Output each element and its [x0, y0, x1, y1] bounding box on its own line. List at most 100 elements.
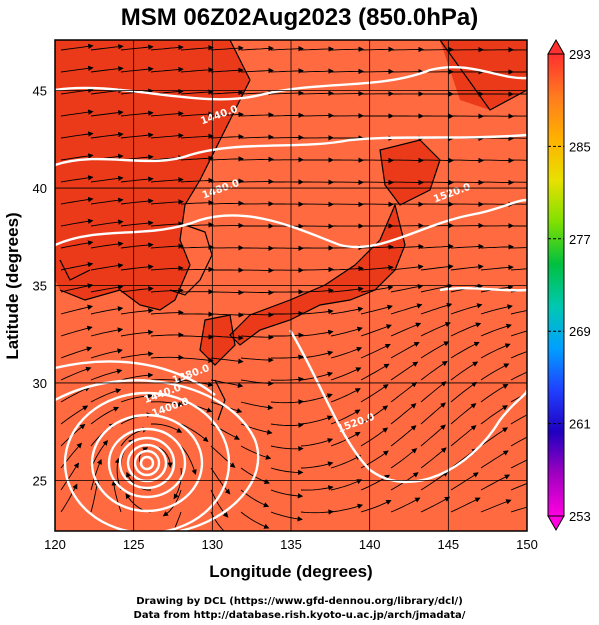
wind-streamline [390, 403, 417, 425]
wind-streamline [330, 326, 363, 337]
wind-streamline [210, 89, 244, 96]
wind-streamline [300, 485, 334, 491]
wind-streamline [240, 334, 274, 340]
wind-streamline [300, 371, 334, 381]
y-axis-title: Latitude (degrees) [3, 212, 22, 359]
wind-streamline [210, 511, 225, 531]
wind-streamline [210, 45, 244, 51]
wind-streamline [510, 268, 527, 271]
wind-streamline [480, 383, 509, 403]
wind-streamline [270, 467, 304, 476]
wind-streamline [330, 503, 364, 513]
wind-streamline [120, 176, 154, 183]
wind-streamline [60, 109, 94, 117]
wind-streamline [330, 431, 361, 447]
wind-streamline [173, 467, 182, 500]
wind-streamline [60, 366, 92, 381]
wind-streamline [150, 265, 184, 271]
wind-streamline [180, 111, 214, 117]
wind-streamline [420, 222, 454, 229]
colorbar-scale [547, 53, 565, 517]
wind-streamline [360, 304, 393, 315]
wind-streamline [90, 284, 124, 293]
wind-streamline [90, 44, 124, 51]
wind-streamline [480, 304, 513, 315]
wind-streamline [390, 425, 417, 447]
wind-streamline [180, 89, 214, 95]
wind-streamline [270, 445, 304, 452]
wind-streamline [60, 240, 94, 249]
x-tick-label: 120 [44, 537, 66, 552]
wind-streamline [390, 264, 424, 271]
land-masses [55, 40, 527, 365]
wind-streamline [240, 67, 274, 74]
wind-streamline [450, 243, 484, 250]
drawing-credit: Drawing by DCL (https://www.gfd-dennou.o… [136, 596, 463, 607]
wind-streamline [480, 179, 514, 186]
colorbar-tick-label: 277 [569, 232, 591, 247]
streamlines [60, 43, 527, 531]
wind-streamline [271, 332, 304, 338]
wind-streamline [90, 388, 122, 403]
wind-streamline [480, 427, 509, 447]
wind-streamline [390, 322, 422, 337]
wind-streamline [510, 459, 527, 469]
wind-streamline [181, 334, 214, 340]
wind-streamline [270, 46, 304, 52]
wind-streamline [60, 261, 94, 271]
wind-streamline [450, 381, 478, 403]
wind-streamline [60, 483, 78, 513]
wind-streamline [360, 179, 394, 186]
wind-streamline [60, 196, 94, 205]
wind-streamline [480, 474, 511, 491]
wind-streamline [90, 262, 124, 271]
wind-streamline [60, 325, 93, 337]
wind-streamline [450, 264, 484, 271]
wind-streamline [510, 247, 527, 249]
wind-streamline [120, 351, 154, 359]
wind-streamline [270, 354, 304, 360]
wind-streamline [510, 159, 527, 161]
wind-streamline [90, 219, 124, 227]
wind-streamline [270, 112, 304, 119]
wind-streamline [151, 423, 183, 433]
colorbar-tick-label: 269 [569, 324, 591, 339]
wind-streamline [60, 131, 94, 139]
wind-streamline [240, 112, 274, 118]
wind-streamline [150, 287, 184, 294]
wind-streamline [300, 46, 334, 52]
page-title: MSM 06Z02Aug2023 (850.0hPa) [120, 4, 479, 31]
height-contours [55, 66, 527, 531]
wind-streamline [330, 306, 364, 315]
axis-ticks: 120 125 130 135 140 145 150 25 30 35 40 45 [33, 84, 538, 552]
wind-streamline [330, 90, 364, 97]
wind-streamline [330, 46, 364, 52]
wind-streamline [450, 322, 482, 337]
wind-streamline [210, 156, 244, 162]
x-axis-title: Longitude (degrees) [209, 562, 372, 581]
wind-streamline [150, 132, 184, 139]
wind-streamline [120, 242, 154, 249]
wind-streamline [300, 393, 333, 403]
wind-streamline [210, 178, 244, 184]
wind-streamline [180, 155, 214, 162]
wind-streamline [420, 402, 446, 425]
wind-streamline [480, 264, 514, 271]
wind-streamline [420, 179, 454, 186]
wind-streamline [240, 45, 274, 52]
wind-streamline [60, 346, 93, 359]
wind-streamline [180, 133, 214, 139]
wind-streamline [480, 450, 509, 469]
wind-streamline [240, 511, 270, 529]
land-kyushu [200, 315, 235, 365]
wind-streamline [90, 327, 124, 337]
wind-streamline [390, 497, 421, 513]
colorbar-ticks: 293 285 277 269 261 253 [548, 47, 591, 524]
wind-streamline [180, 45, 214, 51]
wind-streamline [180, 266, 214, 273]
wind-streamline [330, 479, 363, 491]
wind-streamline [120, 110, 154, 117]
wind-streamline [510, 137, 527, 139]
wind-streamline [60, 462, 79, 491]
wind-streamline [390, 381, 418, 403]
